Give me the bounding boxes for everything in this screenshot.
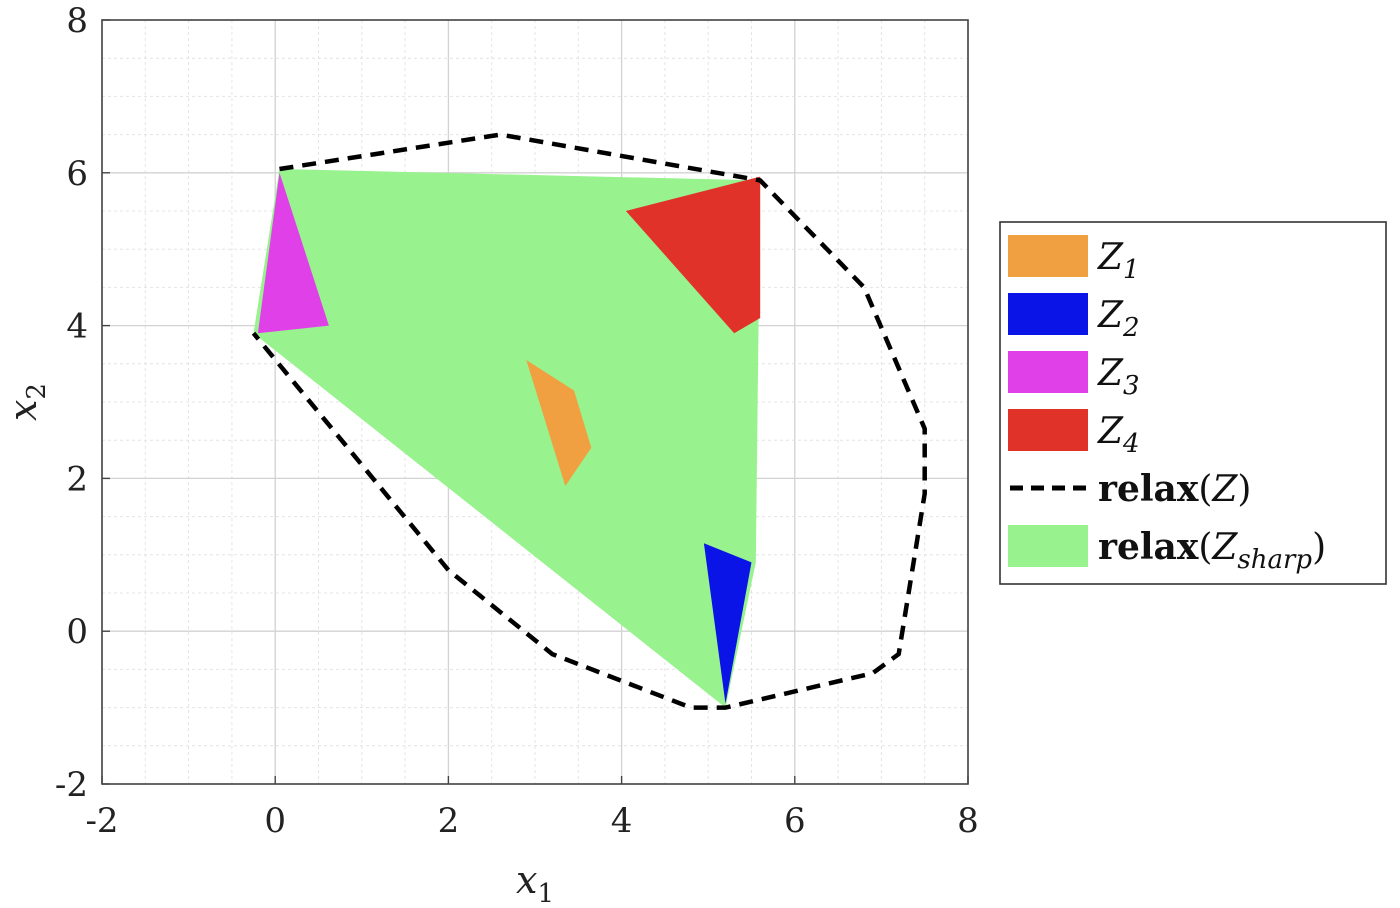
axes-frame bbox=[101, 19, 969, 785]
legend: Z1 Z2 Z3 Z4 relax(Z) relax(Zsharp) bbox=[999, 221, 1387, 585]
y-tick-label: 0 bbox=[66, 612, 88, 652]
legend-label: relax(Zsharp) bbox=[1098, 526, 1326, 575]
legend-item-z4: Z4 bbox=[1008, 409, 1140, 459]
legend-box bbox=[999, 221, 1387, 585]
y-tick-label: 4 bbox=[66, 307, 88, 347]
legend-swatch bbox=[1008, 293, 1088, 335]
legend-label: relax(Z) bbox=[1098, 468, 1251, 510]
tick-labels: -2 0 2 4 6 8 -2 0 2 4 6 8 bbox=[55, 1, 979, 841]
axis-labels: x1 x2 bbox=[1, 383, 554, 908]
plot-area bbox=[251, 132, 927, 710]
x-tick-label: 0 bbox=[264, 801, 286, 841]
x-tick-label: 6 bbox=[784, 801, 806, 841]
legend-swatch bbox=[1008, 351, 1088, 393]
series-z4 bbox=[625, 176, 761, 334]
legend-label: Z3 bbox=[1097, 353, 1140, 401]
legend-item-z3: Z3 bbox=[1008, 351, 1140, 401]
legend-item-z2: Z2 bbox=[1008, 293, 1140, 343]
x-tick-label: 8 bbox=[957, 801, 979, 841]
series-relax-z bbox=[251, 132, 927, 710]
legend-item-relax-z: relax(Z) bbox=[1010, 468, 1251, 510]
legend-swatch bbox=[1008, 409, 1088, 451]
y-tick-label: 6 bbox=[66, 154, 88, 194]
series-z3 bbox=[257, 172, 329, 334]
series-z1 bbox=[526, 360, 592, 486]
y-tick-label: 8 bbox=[66, 1, 88, 41]
y-axis-label: x2 bbox=[1, 383, 52, 421]
legend-item-relax-zsharp: relax(Zsharp) bbox=[1008, 525, 1326, 575]
legend-label: Z4 bbox=[1097, 411, 1140, 459]
legend-label: Z2 bbox=[1097, 295, 1140, 343]
series-relax-zsharp bbox=[253, 169, 761, 708]
legend-swatch bbox=[1008, 235, 1088, 277]
x-tick-label: 4 bbox=[611, 801, 633, 841]
series-z2 bbox=[703, 543, 752, 704]
legend-label: Z1 bbox=[1097, 237, 1140, 285]
legend-item-z1: Z1 bbox=[1008, 235, 1140, 285]
y-tick-label: -2 bbox=[55, 765, 88, 805]
x-tick-label: -2 bbox=[85, 801, 118, 841]
x-axis-label: x1 bbox=[516, 858, 554, 908]
x-tick-label: 2 bbox=[438, 801, 460, 841]
y-tick-label: 2 bbox=[66, 459, 88, 499]
legend-swatch bbox=[1008, 525, 1088, 567]
